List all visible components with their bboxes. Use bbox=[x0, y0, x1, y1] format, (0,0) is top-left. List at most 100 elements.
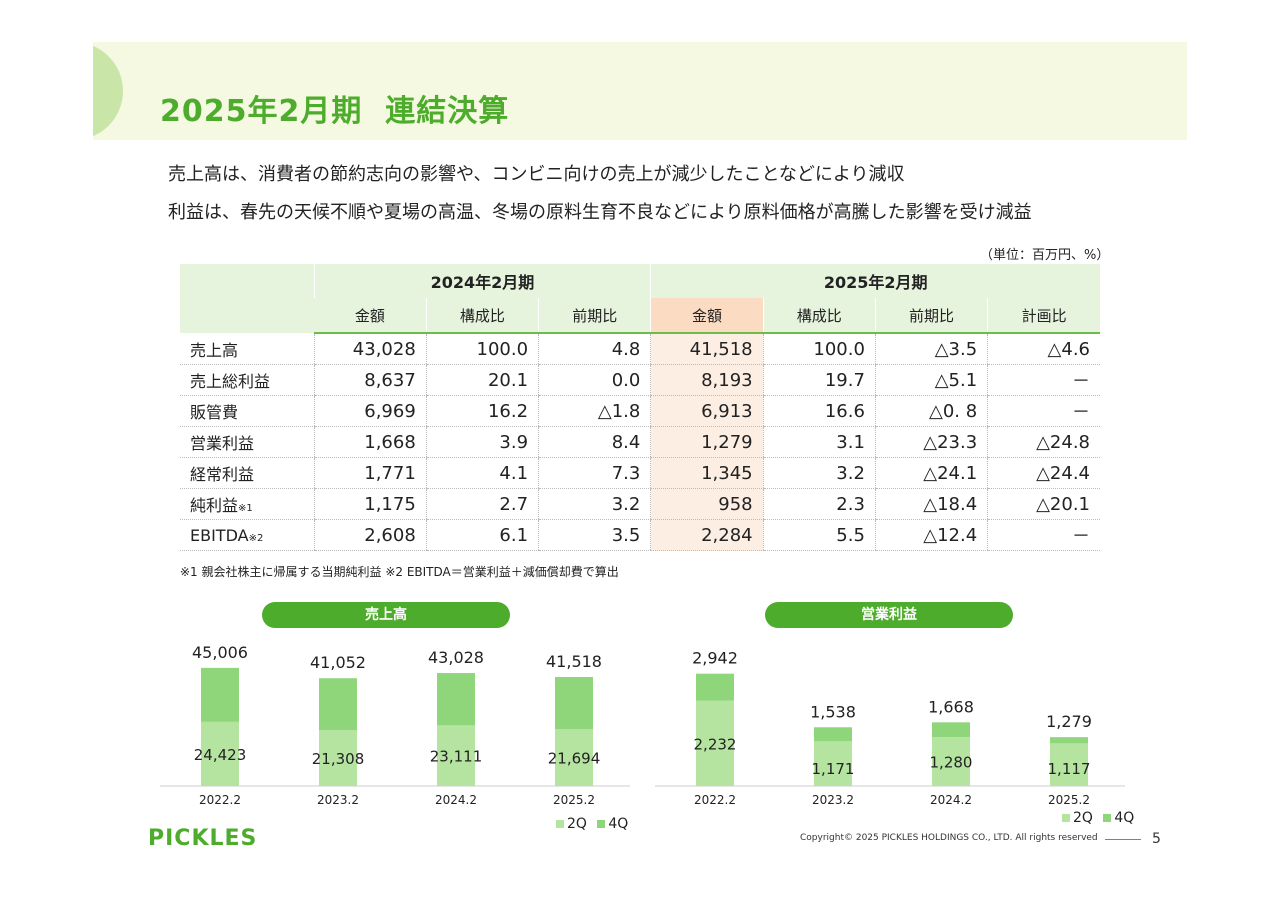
total-label: 1,279 bbox=[1046, 712, 1092, 731]
category-label: 2023.2 bbox=[812, 793, 854, 807]
results-table: 2024年2月期 2025年2月期 金額 構成比 前期比 金額 構成比 前期比 … bbox=[180, 264, 1100, 551]
col-header: 前期比 bbox=[874, 298, 988, 334]
data-label-2q: 21,694 bbox=[548, 750, 601, 768]
table-cell: 3.9 bbox=[425, 426, 539, 458]
category-label: 2024.2 bbox=[435, 793, 477, 807]
table-cell: 3.1 bbox=[762, 426, 876, 458]
bar-4q bbox=[932, 722, 970, 738]
col-header: 構成比 bbox=[762, 298, 876, 334]
bar-2q bbox=[437, 725, 475, 786]
bar-2q bbox=[696, 700, 734, 786]
legend-swatch-4q bbox=[597, 820, 606, 828]
table-row: 売上高 43,028 100.0 4.8 41,518 100.0 △3.5 △4.6 bbox=[180, 333, 1100, 365]
table-cell: △20.1 bbox=[987, 488, 1100, 520]
table-cell: － bbox=[987, 519, 1100, 551]
row-label: 販管費 bbox=[180, 395, 314, 427]
sales-chart: 45,006 24,423 2022.2 41,052 21,308 2023.2 43,0… bbox=[160, 643, 630, 807]
bar-4q bbox=[437, 673, 475, 726]
row-label: EBITDA※2 bbox=[180, 519, 314, 551]
table-cell: △23.3 bbox=[874, 426, 988, 458]
table-body: 売上高 43,028 100.0 4.8 41,518 100.0 △3.5 △4.6 売上総利… bbox=[180, 333, 1100, 551]
category-label: 2022.2 bbox=[199, 793, 241, 807]
data-label-2q: 1,280 bbox=[930, 754, 973, 772]
row-label: 純利益※1 bbox=[180, 488, 314, 520]
total-label: 1,538 bbox=[810, 702, 856, 721]
bar-2q bbox=[932, 737, 970, 786]
table-cell: △1.8 bbox=[538, 395, 651, 427]
table-cell: 8.4 bbox=[538, 426, 651, 458]
table-cell: 100.0 bbox=[425, 333, 539, 365]
total-label: 41,052 bbox=[310, 653, 366, 672]
table-row: 販管費 6,969 16.2 △1.8 6,913 16.6 △0. 8 － bbox=[180, 395, 1100, 427]
bar-4q bbox=[555, 677, 593, 730]
header-leaf-decoration bbox=[93, 42, 123, 140]
page-title: 2025年2月期 連結決算 bbox=[160, 94, 510, 129]
table-cell: 1,771 bbox=[313, 457, 427, 489]
table-cell: 2,284 bbox=[650, 519, 764, 551]
col-header: 前期比 bbox=[538, 298, 651, 334]
table-row: EBITDA※2 2,608 6.1 3.5 2,284 5.5 △12.4 － bbox=[180, 519, 1100, 551]
legend-label: 2Q bbox=[1073, 810, 1093, 826]
total-label: 43,028 bbox=[428, 648, 484, 667]
category-label: 2022.2 bbox=[694, 793, 736, 807]
header-band bbox=[93, 42, 1187, 140]
table-row: 売上総利益 8,637 20.1 0.0 8,193 19.7 △5.1 － bbox=[180, 364, 1100, 396]
table-cell: △3.5 bbox=[874, 333, 988, 365]
table-cell: 20.1 bbox=[425, 364, 539, 396]
data-label-2q: 1,117 bbox=[1048, 760, 1091, 778]
table-cell: △5.1 bbox=[874, 364, 988, 396]
col-header: 計画比 bbox=[987, 298, 1100, 334]
legend-swatch-2q bbox=[556, 820, 564, 828]
group-header-fy2024: 2024年2月期 bbox=[313, 264, 651, 298]
table-cell: 4.8 bbox=[538, 333, 651, 365]
category-label: 2023.2 bbox=[317, 793, 359, 807]
data-label-2q: 24,423 bbox=[194, 746, 247, 764]
legend-label: 4Q bbox=[1114, 810, 1135, 826]
total-label: 41,518 bbox=[546, 652, 602, 671]
table-cell: 3.2 bbox=[762, 457, 876, 489]
table-row: 営業利益 1,668 3.9 8.4 1,279 3.1 △23.3 △24.8 bbox=[180, 426, 1100, 458]
table-cell: 43,028 bbox=[313, 333, 427, 365]
table-cell: 41,518 bbox=[650, 333, 764, 365]
table-cell: － bbox=[987, 395, 1100, 427]
table-cell: － bbox=[987, 364, 1100, 396]
col-header: 構成比 bbox=[425, 298, 539, 334]
col-header: 金額 bbox=[314, 298, 427, 334]
total-label: 2,942 bbox=[692, 649, 738, 668]
table-cell: 1,345 bbox=[650, 457, 764, 489]
table-cell: △24.8 bbox=[987, 426, 1100, 458]
bar-4q bbox=[814, 727, 852, 742]
bar-2q bbox=[1050, 743, 1088, 786]
sales-chart-legend: 2Q 4Q bbox=[556, 816, 628, 832]
table-cell: 5.5 bbox=[762, 519, 876, 551]
chart-title-sales: 売上高 bbox=[262, 602, 510, 628]
row-label: 営業利益 bbox=[180, 426, 314, 458]
table-cell: △12.4 bbox=[874, 519, 988, 551]
group-header-fy2025: 2025年2月期 bbox=[650, 264, 1100, 298]
table-corner bbox=[180, 264, 314, 333]
table-cell: 958 bbox=[650, 488, 764, 520]
bar-2q bbox=[201, 721, 239, 786]
table-cell: △24.4 bbox=[987, 457, 1100, 489]
table-cell: △24.1 bbox=[874, 457, 988, 489]
table-cell: 6,913 bbox=[650, 395, 764, 427]
table-cell: 4.1 bbox=[425, 457, 539, 489]
row-note-mark: ※1 bbox=[238, 503, 253, 514]
category-label: 2024.2 bbox=[930, 793, 972, 807]
summary-line-profit: 利益は、春先の天候不順や夏場の高温、冬場の原料生育不良などにより原料価格が高騰し… bbox=[168, 202, 1032, 223]
data-label-2q: 2,232 bbox=[694, 735, 737, 753]
table-cell: △4.6 bbox=[987, 333, 1100, 365]
bar-4q bbox=[201, 667, 239, 722]
table-cell: 6,969 bbox=[313, 395, 427, 427]
table-cell: 1,279 bbox=[650, 426, 764, 458]
operating-income-chart: 2,942 2,232 2022.2 1,538 1,171 2023.2 1,668 1,2… bbox=[655, 649, 1125, 807]
row-label: 経常利益 bbox=[180, 457, 314, 489]
table-cell: 6.1 bbox=[425, 519, 539, 551]
table-cell: 19.7 bbox=[762, 364, 876, 396]
table-cell: 7.3 bbox=[538, 457, 651, 489]
row-label-text: 売上総利益 bbox=[190, 372, 271, 391]
table-cell: 0.0 bbox=[538, 364, 651, 396]
table-cell: 16.6 bbox=[762, 395, 876, 427]
category-label: 2025.2 bbox=[1048, 793, 1090, 807]
row-label-text: EBITDA bbox=[190, 525, 249, 545]
